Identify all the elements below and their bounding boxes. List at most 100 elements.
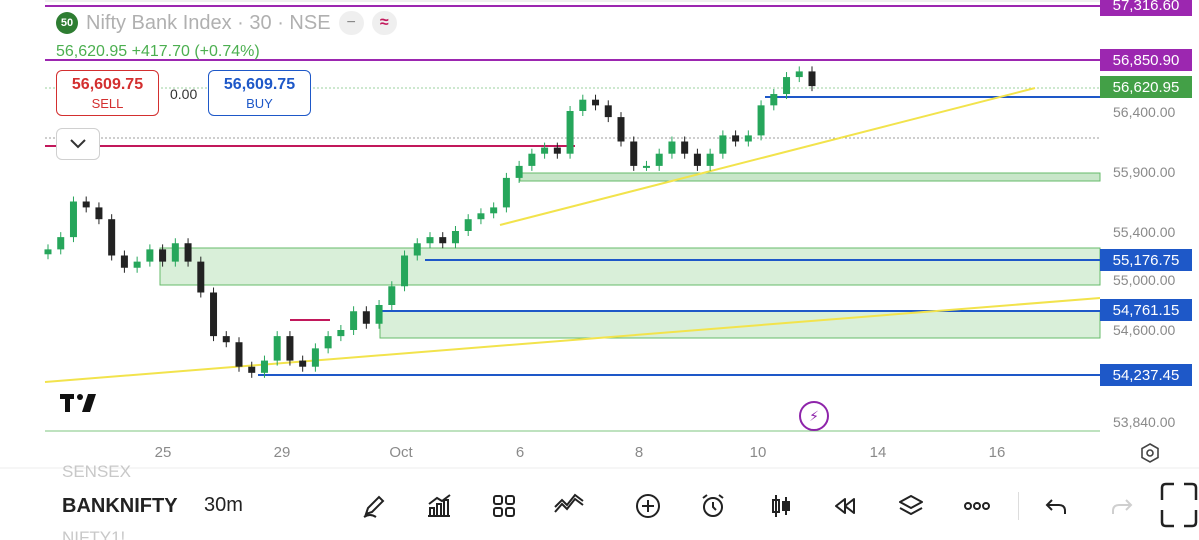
price-label-4: 55,000.00 bbox=[1113, 272, 1176, 288]
grid-icon[interactable] bbox=[488, 490, 520, 522]
date-label-4: 8 bbox=[634, 444, 644, 461]
candle bbox=[502, 177, 510, 208]
price-label-3: 55,400.00 bbox=[1113, 224, 1176, 240]
candle bbox=[477, 213, 485, 220]
interval-selector[interactable]: 30m bbox=[204, 494, 243, 516]
zone-top bbox=[519, 172, 1101, 182]
candle bbox=[401, 255, 409, 287]
candle bbox=[592, 99, 600, 106]
candle bbox=[706, 153, 714, 166]
redo-icon[interactable] bbox=[1106, 490, 1138, 522]
candle bbox=[719, 135, 727, 154]
candle bbox=[681, 141, 689, 154]
pencil-icon[interactable] bbox=[358, 490, 390, 522]
candle bbox=[120, 255, 128, 268]
price-label-6: 53,840.00 bbox=[1113, 414, 1176, 430]
buy-price: 56,609.75 bbox=[223, 75, 296, 93]
candle bbox=[757, 105, 765, 136]
chart-header: 50 Nifty Bank Index · 30 · NSE − ≈ bbox=[56, 8, 397, 38]
date-label-5: 10 bbox=[749, 444, 767, 461]
price-label-5: 54,600.00 bbox=[1113, 322, 1176, 338]
sell-price: 56,609.75 bbox=[71, 75, 144, 93]
indicators-icon[interactable] bbox=[553, 490, 585, 522]
rewind-icon[interactable] bbox=[829, 490, 861, 522]
sell-button[interactable]: 56,609.75 SELL bbox=[56, 70, 159, 116]
date-label-3: 6 bbox=[515, 444, 525, 461]
candle bbox=[350, 311, 358, 330]
last-price-tag: 56,620.95 bbox=[1100, 76, 1192, 98]
candle bbox=[642, 165, 650, 168]
more-icon[interactable] bbox=[961, 490, 993, 522]
candle bbox=[133, 261, 141, 268]
zone-middle bbox=[159, 247, 1101, 286]
spread-value: 0.00 bbox=[170, 86, 198, 102]
buy-button[interactable]: 56,609.75 BUY bbox=[208, 70, 311, 116]
chart-type-icon[interactable] bbox=[423, 490, 455, 522]
candle bbox=[541, 147, 549, 154]
zone-bottom bbox=[379, 310, 1101, 339]
candle bbox=[95, 207, 103, 220]
candle bbox=[566, 111, 574, 154]
price-change-line: 56,620.95 +417.70 (+0.74%) bbox=[56, 43, 260, 60]
date-label-6: 14 bbox=[869, 444, 887, 461]
candle bbox=[528, 153, 536, 166]
candle bbox=[248, 366, 256, 373]
candle bbox=[311, 348, 319, 367]
support-price-tag: 54,761.15 bbox=[1100, 299, 1192, 321]
candle bbox=[744, 135, 752, 142]
candle bbox=[630, 141, 638, 166]
fullscreen-icon[interactable] bbox=[1160, 480, 1199, 530]
candle bbox=[375, 305, 383, 324]
symbol-title[interactable]: Nifty Bank Index · 30 · NSE bbox=[86, 11, 331, 34]
resistance-price-tag: 56,850.90 bbox=[1100, 49, 1192, 71]
minus-button[interactable]: − bbox=[338, 11, 364, 35]
date-label-0: 25 bbox=[154, 444, 172, 461]
candle bbox=[388, 286, 396, 305]
date-label-7: 16 bbox=[988, 444, 1006, 461]
candle bbox=[490, 207, 498, 214]
candle bbox=[770, 94, 778, 106]
trendline-upper bbox=[499, 87, 1036, 226]
undo-icon[interactable] bbox=[1040, 490, 1072, 522]
candle bbox=[655, 153, 663, 166]
candle bbox=[82, 201, 90, 208]
candle bbox=[808, 71, 816, 87]
candle bbox=[783, 77, 791, 95]
symbol-picker[interactable]: SENSEX BANKNIFTY NIFTY1! bbox=[62, 462, 192, 540]
wave-indicator-button[interactable]: ≈ bbox=[371, 11, 397, 35]
candle bbox=[693, 153, 701, 166]
candle bbox=[184, 243, 192, 262]
candle bbox=[235, 342, 243, 367]
candle bbox=[617, 117, 625, 142]
add-icon[interactable] bbox=[632, 490, 664, 522]
candle bbox=[273, 336, 281, 361]
lightning-icon[interactable]: ⚡ bbox=[799, 401, 829, 431]
candle bbox=[579, 99, 587, 111]
candles-icon[interactable] bbox=[765, 490, 797, 522]
layers-icon[interactable] bbox=[895, 490, 927, 522]
candle bbox=[171, 243, 179, 262]
symbol-current[interactable]: BANKNIFTY bbox=[62, 495, 178, 517]
candle bbox=[668, 141, 676, 154]
price-label-1: 56,400.00 bbox=[1113, 104, 1176, 120]
candle bbox=[413, 243, 421, 256]
candle bbox=[337, 330, 345, 337]
candle bbox=[210, 292, 218, 337]
candle bbox=[44, 249, 52, 255]
tradingview-logo bbox=[60, 394, 96, 412]
chart-settings-icon[interactable] bbox=[1139, 442, 1161, 464]
chevron-down-icon bbox=[70, 139, 86, 149]
resistance-price-tag: 57,316.60 bbox=[1100, 0, 1192, 16]
candle bbox=[732, 135, 740, 142]
candle bbox=[159, 249, 167, 262]
collapse-button[interactable] bbox=[56, 128, 100, 160]
support-price-tag: 54,237.45 bbox=[1100, 364, 1192, 386]
candle bbox=[426, 237, 434, 244]
date-label-1: 29 bbox=[273, 444, 291, 461]
alarm-icon[interactable] bbox=[697, 490, 729, 522]
candle bbox=[108, 219, 116, 256]
trendline-lower bbox=[44, 297, 1101, 383]
symbol-next[interactable]: NIFTY1! bbox=[62, 528, 126, 540]
symbol-prev[interactable]: SENSEX bbox=[62, 462, 131, 481]
